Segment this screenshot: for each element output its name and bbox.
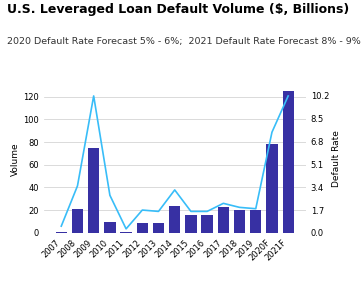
Bar xyxy=(72,209,83,233)
Text: 2020 Default Rate Forecast 5% - 6%;  2021 Default Rate Forecast 8% - 9%: 2020 Default Rate Forecast 5% - 6%; 2021… xyxy=(7,37,361,46)
Bar xyxy=(136,223,148,233)
Bar xyxy=(218,207,229,233)
Bar xyxy=(282,91,294,233)
Bar xyxy=(56,232,67,233)
Y-axis label: Volume: Volume xyxy=(11,142,20,176)
Bar xyxy=(201,215,213,233)
Y-axis label: Default Rate: Default Rate xyxy=(332,131,341,187)
Bar xyxy=(153,223,164,233)
Text: U.S. Leveraged Loan Default Volume ($, Billions): U.S. Leveraged Loan Default Volume ($, B… xyxy=(7,3,349,16)
Bar xyxy=(104,222,115,233)
Bar xyxy=(250,210,261,233)
Bar xyxy=(88,148,99,233)
Bar xyxy=(169,206,181,233)
Bar xyxy=(185,215,197,233)
Bar xyxy=(120,232,132,233)
Bar xyxy=(234,210,245,233)
Bar xyxy=(266,144,278,233)
